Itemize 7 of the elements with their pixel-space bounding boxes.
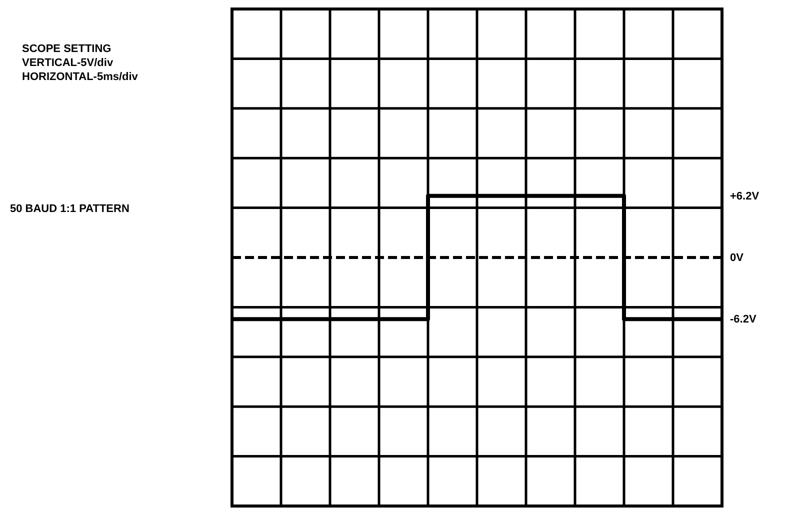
y-tick-label: -6.2V [730, 314, 757, 326]
y-tick-label: +6.2V [730, 190, 760, 202]
text: HORIZONTAL-5ms/div [22, 71, 139, 83]
y-tick-label: 0V [730, 252, 744, 264]
text: SCOPE SETTING [22, 43, 112, 55]
text: VERTICAL-5V/div [22, 57, 114, 69]
text: 50 BAUD 1:1 PATTERN [10, 203, 130, 215]
